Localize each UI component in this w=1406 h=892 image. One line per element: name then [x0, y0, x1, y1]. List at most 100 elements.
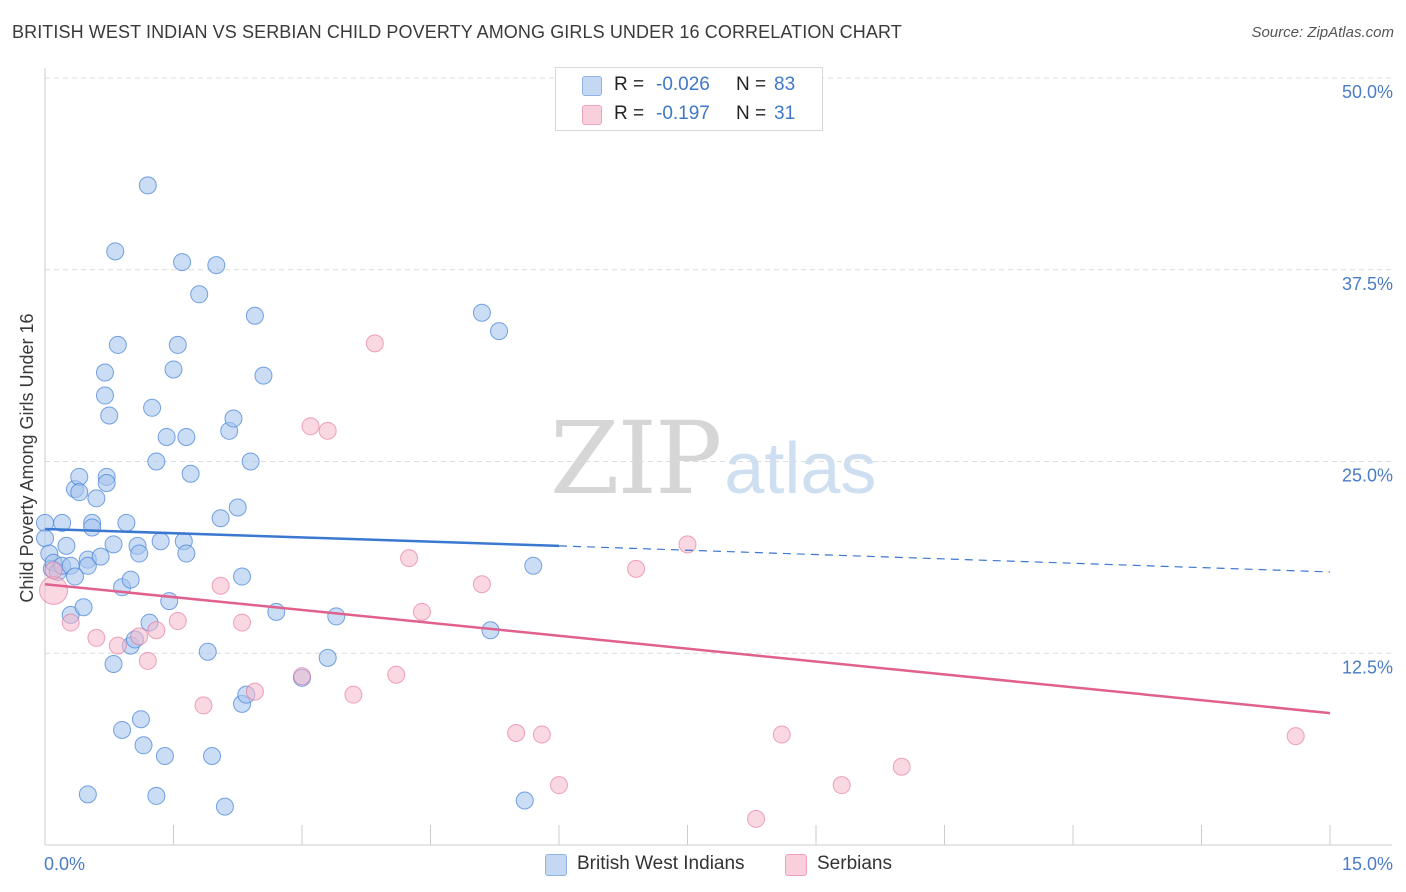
point-serbians: [138, 651, 157, 670]
point-british-west-indians: [147, 786, 166, 805]
point-serbians: [412, 602, 431, 621]
chart-title: BRITISH WEST INDIAN VS SERBIAN CHILD POV…: [12, 22, 902, 42]
point-british-west-indians: [36, 529, 54, 548]
legend-swatch-pink: [785, 854, 807, 876]
watermark-atlas: atlas: [724, 429, 877, 509]
trend-british-west-indians: [44, 527, 560, 548]
point-serbians: [678, 535, 697, 554]
point-british-west-indians: [70, 467, 89, 486]
x-tick-label: 0.0%: [44, 854, 85, 874]
y-tick-label: 37.5%: [1342, 274, 1393, 294]
watermark-zip: ZIP: [550, 400, 722, 517]
point-british-west-indians: [151, 532, 170, 551]
point-british-west-indians: [95, 363, 114, 382]
point-british-west-indians: [318, 648, 337, 667]
point-serbians: [344, 685, 363, 704]
point-serbians: [168, 612, 187, 631]
point-serbians: [507, 724, 526, 743]
legend-n-value: 31: [774, 103, 796, 124]
point-british-west-indians: [83, 518, 102, 537]
point-serbians: [194, 696, 213, 715]
point-british-west-indians: [157, 427, 176, 446]
point-british-west-indians: [490, 322, 509, 341]
point-british-west-indians: [78, 556, 97, 575]
point-serbians: [892, 757, 911, 776]
point-british-west-indians: [87, 489, 106, 508]
axis-labels: 12.5% 25.0% 37.5% 50.0% 0.0% 15.0% Child Pover…: [17, 82, 1393, 874]
point-british-west-indians: [203, 747, 222, 766]
point-serbians: [87, 628, 106, 647]
point-british-west-indians: [53, 513, 72, 532]
point-serbians: [39, 575, 69, 605]
point-british-west-indians: [106, 242, 125, 261]
point-serbians: [233, 613, 252, 632]
point-serbians: [108, 636, 127, 655]
watermark: ZIPatlas: [550, 400, 876, 517]
point-british-west-indians: [70, 483, 89, 502]
trend-lines: [44, 527, 1331, 715]
point-british-west-indians: [254, 366, 273, 385]
point-serbians: [1286, 727, 1305, 746]
point-british-west-indians: [177, 544, 196, 563]
y-tick-label: 50.0%: [1342, 82, 1393, 102]
legend-row-serbians: R = -0.197 N = 31: [556, 100, 822, 130]
legend-swatch-blue: [582, 76, 602, 96]
point-british-west-indians: [91, 547, 110, 566]
point-serbians: [318, 421, 337, 440]
point-serbians: [832, 776, 851, 795]
y-axis-label: Child Poverty Among Girls Under 16: [17, 313, 37, 602]
point-serbians: [365, 334, 384, 353]
source-credit: Source: ZipAtlas.com: [1251, 24, 1394, 41]
legend-n-label: N =: [736, 74, 767, 95]
point-british-west-indians: [57, 536, 76, 555]
y-tick-label: 25.0%: [1342, 466, 1393, 486]
point-british-west-indians: [143, 398, 162, 417]
point-british-west-indians: [215, 797, 234, 816]
legend-r-label: R =: [614, 74, 645, 95]
legend-label: Serbians: [817, 853, 892, 874]
legend-row-british-west-indians: R = -0.026 N = 83: [556, 71, 822, 101]
point-british-west-indians: [211, 509, 230, 528]
point-serbians: [245, 682, 264, 701]
point-serbians: [550, 776, 568, 795]
point-serbians: [532, 725, 551, 744]
point-serbians: [293, 667, 311, 686]
point-british-west-indians: [78, 785, 97, 804]
point-serbians: [61, 613, 80, 632]
axes: [44, 68, 1392, 846]
point-british-west-indians: [65, 567, 84, 586]
legend-label: British West Indians: [577, 853, 745, 874]
point-british-west-indians: [95, 386, 114, 405]
point-british-west-indians: [472, 303, 491, 322]
point-british-west-indians: [515, 791, 534, 810]
trend-serbians: [44, 582, 1331, 715]
legend-swatch-blue: [545, 854, 567, 876]
point-british-west-indians: [168, 335, 187, 354]
point-british-west-indians: [130, 544, 149, 563]
point-british-west-indians: [181, 464, 200, 483]
point-british-west-indians: [100, 406, 119, 425]
trend-british-west-indians-dashed: [558, 545, 1331, 573]
point-british-west-indians: [113, 720, 132, 739]
point-serbians: [147, 621, 166, 640]
point-british-west-indians: [155, 747, 174, 766]
point-british-west-indians: [228, 498, 247, 517]
point-british-west-indians: [241, 452, 260, 471]
y-tick-label: 12.5%: [1342, 657, 1393, 677]
series-legend: British West Indians Serbians: [0, 852, 1406, 878]
data-points: [36, 76, 1305, 828]
point-british-west-indians: [524, 556, 543, 575]
point-serbians: [130, 627, 149, 646]
point-serbians: [301, 417, 320, 436]
point-british-west-indians: [245, 306, 264, 325]
legend-n-value: 83: [774, 74, 796, 95]
point-serbians: [400, 549, 419, 568]
point-british-west-indians: [177, 427, 196, 446]
point-serbians: [747, 809, 766, 828]
point-serbians: [211, 576, 230, 595]
stats-legend: R = -0.026 N = 83 R = -0.197 N = 31: [555, 67, 823, 131]
point-british-west-indians: [134, 736, 153, 755]
point-british-west-indians: [327, 607, 346, 626]
legend-r-label: R =: [614, 103, 645, 124]
point-british-west-indians: [190, 285, 209, 304]
